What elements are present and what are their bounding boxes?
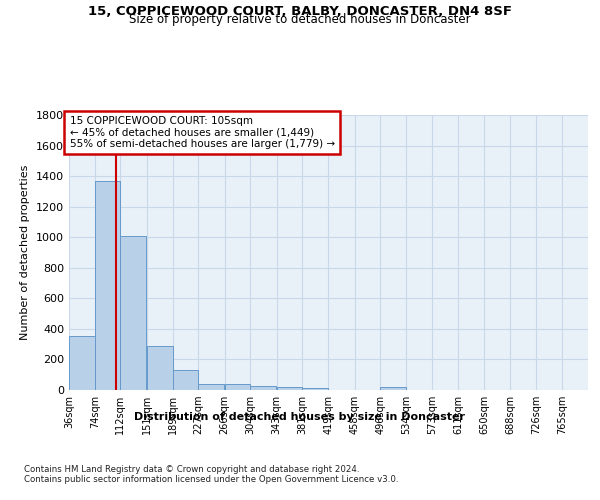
Text: Distribution of detached houses by size in Doncaster: Distribution of detached houses by size …: [134, 412, 466, 422]
Text: 15, COPPICEWOOD COURT, BALBY, DONCASTER, DN4 8SF: 15, COPPICEWOOD COURT, BALBY, DONCASTER,…: [88, 5, 512, 18]
Bar: [224, 384, 250, 390]
Bar: [69, 336, 95, 390]
Bar: [380, 387, 406, 390]
Text: 15 COPPICEWOOD COURT: 105sqm
← 45% of detached houses are smaller (1,449)
55% of: 15 COPPICEWOOD COURT: 105sqm ← 45% of de…: [70, 116, 335, 149]
Text: Contains HM Land Registry data © Crown copyright and database right 2024.: Contains HM Land Registry data © Crown c…: [24, 465, 359, 474]
Bar: [95, 182, 121, 390]
Bar: [250, 386, 276, 390]
Text: Size of property relative to detached houses in Doncaster: Size of property relative to detached ho…: [129, 12, 471, 26]
Y-axis label: Number of detached properties: Number of detached properties: [20, 165, 31, 340]
Bar: [302, 388, 328, 390]
Bar: [198, 384, 224, 390]
Text: Contains public sector information licensed under the Open Government Licence v3: Contains public sector information licen…: [24, 475, 398, 484]
Bar: [173, 370, 198, 390]
Bar: [147, 346, 173, 390]
Bar: [121, 236, 146, 390]
Bar: [277, 387, 302, 390]
